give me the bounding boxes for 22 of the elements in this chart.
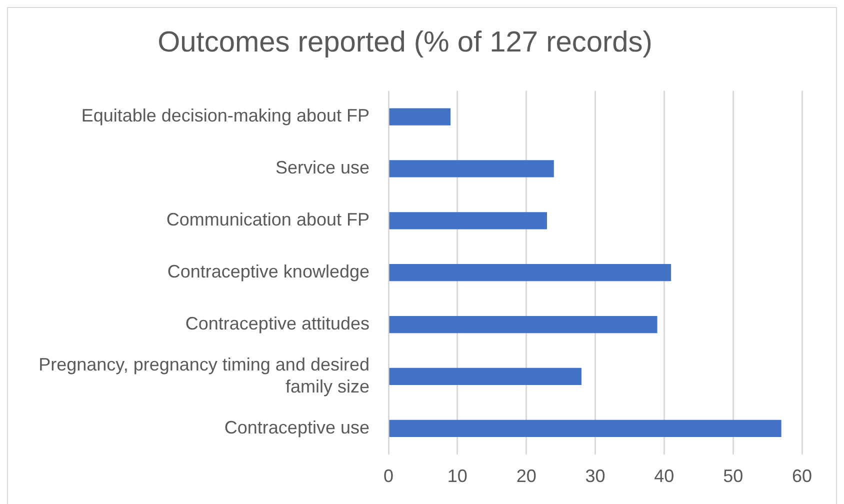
y-tick-label: Equitable decision-making about FP [81, 106, 370, 126]
x-tick-label: 40 [654, 466, 674, 486]
x-tick-label: 30 [585, 466, 606, 486]
bar [389, 212, 548, 230]
x-tick-label: 60 [792, 466, 812, 486]
y-tick-label: Contraceptive knowledge [167, 262, 370, 282]
y-tick-label: Contraceptive use [224, 417, 370, 438]
bar [389, 316, 658, 334]
x-tick-label: 0 [383, 466, 394, 486]
x-tick-label: 50 [723, 466, 744, 486]
bar [389, 368, 582, 386]
x-tick-label: 20 [516, 466, 536, 486]
bar [389, 264, 672, 282]
chart-title: Outcomes reported (% of 127 records) [158, 26, 652, 58]
bar [389, 420, 782, 437]
y-tick-label: Pregnancy, pregnancy timing and desired family size [38, 354, 370, 396]
bar [389, 108, 451, 126]
y-tick-label: Service use [275, 158, 370, 178]
y-tick-label: Communication about FP [166, 210, 370, 230]
bar [389, 160, 554, 178]
y-tick-label: Contraceptive attitudes [185, 314, 370, 334]
x-tick-label: 10 [447, 466, 468, 486]
